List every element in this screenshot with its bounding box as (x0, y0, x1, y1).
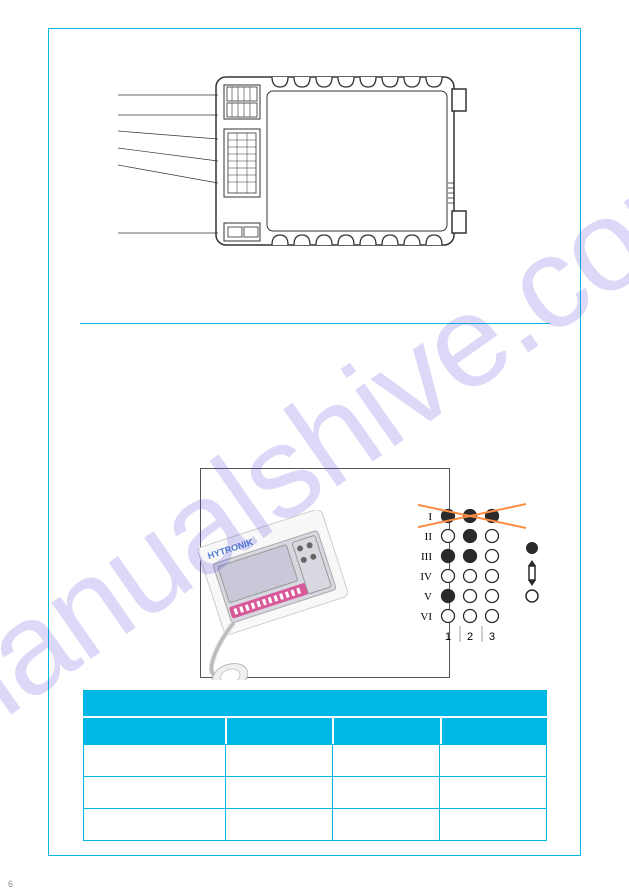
svg-text:III: III (421, 551, 432, 563)
table-title-row (83, 690, 547, 716)
dip-legend (522, 538, 576, 608)
svg-text:VI: VI (420, 611, 432, 623)
table-header-cell (442, 718, 547, 744)
table-header-row (83, 716, 547, 744)
settings-table (83, 690, 547, 841)
lead-lines (118, 73, 218, 253)
device-diagram (212, 73, 470, 251)
svg-text:IV: IV (420, 571, 432, 583)
table-row (84, 776, 546, 808)
svg-text:II: II (425, 531, 433, 543)
table-row (84, 744, 546, 776)
table-header-cell (334, 718, 441, 744)
section-divider (80, 323, 550, 324)
product-photo: HYTRONIK (155, 510, 390, 680)
svg-text:I: I (428, 511, 432, 523)
page-number: 6 (8, 879, 13, 889)
table-row (84, 808, 546, 840)
table-header-cell (227, 718, 334, 744)
svg-text:V: V (424, 591, 432, 603)
svg-text:2: 2 (467, 631, 473, 642)
svg-text:1: 1 (445, 631, 451, 642)
table-header-cell (83, 718, 227, 744)
svg-text:3: 3 (489, 631, 495, 642)
